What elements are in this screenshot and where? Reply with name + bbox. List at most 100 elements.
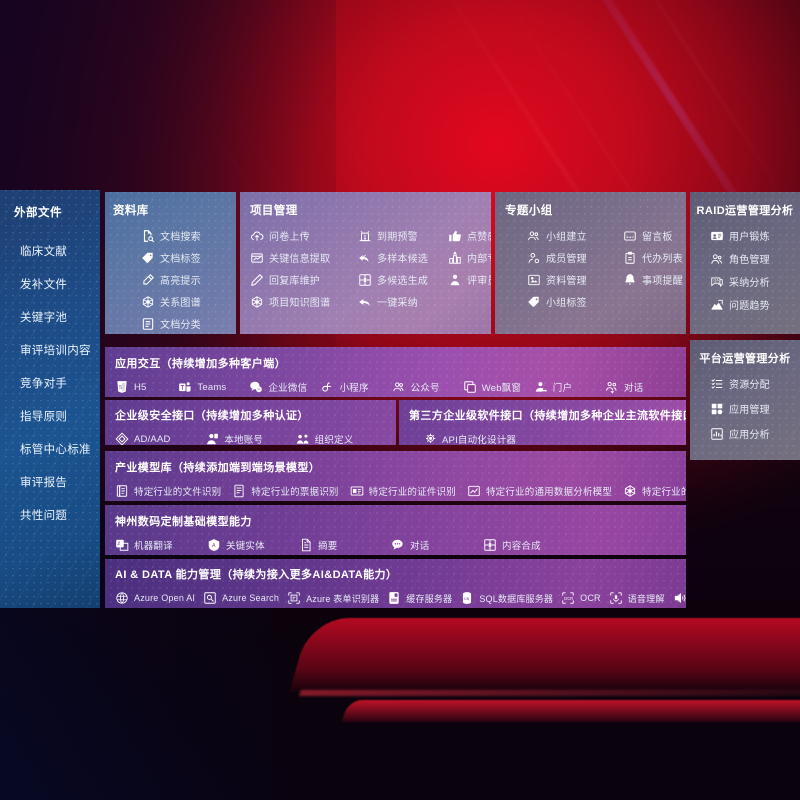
portal-icon	[534, 380, 548, 394]
row-app-interaction-items: 5 H5 Teams 企业微信 小程序 公众号 Web飘窗	[115, 380, 676, 394]
sidebar-item-clinical-literature[interactable]: 临床文献	[20, 245, 68, 258]
item-file-recognition[interactable]: 特定行业的文件识别	[115, 484, 221, 498]
item-app-management[interactable]: 应用管理	[710, 401, 794, 416]
item-api-designer[interactable]: API自动化设计器	[423, 432, 516, 445]
organization-icon	[296, 432, 310, 445]
item-reply-library-maintenance[interactable]: 回复库维护	[250, 272, 354, 287]
sidebar-item-review-training[interactable]: 审评培训内容	[20, 344, 91, 357]
item-data-analysis-model[interactable]: 特定行业的通用数据分析模型	[467, 484, 612, 498]
item-questionnaire-upload[interactable]: 问卷上传	[250, 228, 354, 243]
item-machine-translation[interactable]: A 机器翻译	[115, 538, 207, 552]
highlight-pen-icon	[141, 273, 155, 287]
cloud-upload-icon	[250, 229, 264, 243]
item-label: 文档标签	[160, 254, 201, 265]
item-expiry-alert[interactable]: 到期预警	[358, 228, 444, 243]
item-label: 组织定义	[314, 435, 354, 445]
data-analysis-icon	[467, 484, 481, 498]
svg-text:QA: QA	[714, 278, 720, 282]
item-key-entity[interactable]: A 关键实体	[207, 538, 299, 552]
item-highlight-hint[interactable]: 高亮提示	[141, 272, 228, 287]
row-app-interaction-title: 应用交互（持续增加多种客户端）	[115, 358, 286, 370]
item-form-recognizer[interactable]: Azure 表单识别器	[287, 591, 379, 605]
item-miniprogram[interactable]: 小程序	[321, 380, 392, 394]
user-card-icon	[710, 229, 724, 243]
item-material-management[interactable]: 资料管理	[527, 272, 619, 287]
item-one-click-adoption[interactable]: 一键采纳	[358, 294, 444, 309]
app-analytics-icon	[710, 427, 724, 441]
item-internal-expert-ranking[interactable]: 内部专家排名	[448, 250, 491, 265]
archive-icon	[527, 273, 541, 287]
panel-group-items: 小组建立 留言板 成员管理 代办列表 资料管理 事项提醒	[505, 228, 683, 309]
sidebar-item-keyword-pool[interactable]: 关键字池	[20, 311, 68, 324]
item-azure-search[interactable]: Azure Search	[203, 591, 279, 605]
item-sql-database-server[interactable]: DB SQL数据库服务器	[460, 591, 553, 605]
item-resource-allocation[interactable]: 资源分配	[710, 376, 794, 391]
row-industry-model-items: 特定行业的文件识别 特定行业的票据识别 特定行业的证件识别 特定行业的通用数据分…	[115, 484, 686, 498]
item-dialog-model[interactable]: 对话	[391, 538, 483, 552]
item-label: 应用分析	[729, 430, 770, 441]
item-role-management[interactable]: 角色管理	[710, 251, 794, 266]
ocr-icon: OCR	[561, 591, 575, 605]
panel-project-items: 问卷上传 到期预警 点赞感谢 关键信息提取 多样本候选 内部专家排名	[250, 228, 491, 309]
item-azure-openai[interactable]: Azure Open AI	[115, 591, 195, 605]
item-key-info-extraction[interactable]: 关键信息提取	[250, 250, 354, 265]
item-knowledge-graph-model[interactable]: 特定行业的通用知识图谱模型	[623, 484, 686, 498]
knowledge-graph-icon	[623, 484, 637, 498]
item-portal[interactable]: 门户	[534, 380, 605, 394]
item-member-management[interactable]: 成员管理	[527, 250, 619, 265]
item-ad-aad[interactable]: AD/AAD	[115, 432, 205, 445]
item-user-training[interactable]: 用户锻炼	[710, 228, 794, 243]
item-wecom[interactable]: 企业微信	[249, 380, 320, 394]
item-web-float-window[interactable]: Web飘窗	[463, 380, 534, 394]
item-summary[interactable]: 摘要	[299, 538, 391, 552]
item-label: 多候选生成	[377, 276, 428, 287]
item-document-tag[interactable]: 文档标签	[141, 250, 228, 265]
item-app-analytics[interactable]: 应用分析	[710, 426, 794, 441]
item-group-create[interactable]: 小组建立	[527, 228, 619, 243]
sql-database-icon: DB	[460, 591, 474, 605]
item-label: 留言板	[642, 232, 673, 243]
item-receipt-recognition[interactable]: 特定行业的票据识别	[232, 484, 338, 498]
sidebar-item-standards-center[interactable]: 标管中心标准	[20, 443, 91, 456]
item-message-board[interactable]: 留言板	[623, 228, 683, 243]
item-like-thanks[interactable]: 点赞感谢	[448, 228, 491, 243]
sidebar-title: 外部文件	[14, 207, 62, 219]
svg-text:OCR: OCR	[564, 596, 573, 601]
item-ocr[interactable]: OCR OCR	[561, 591, 601, 605]
item-label: SQL数据库服务器	[479, 593, 554, 604]
item-label: 特定行业的票据识别	[251, 487, 339, 498]
sidebar-item-competitors[interactable]: 竞争对手	[20, 377, 68, 390]
item-relation-graph[interactable]: 关系图谱	[141, 294, 228, 309]
item-id-card-recognition[interactable]: 特定行业的证件识别	[350, 484, 456, 498]
item-speech-understanding[interactable]: 语音理解	[609, 591, 665, 605]
sidebar-item-supplement-files[interactable]: 发补文件	[20, 278, 68, 291]
item-label: 项目知识图谱	[269, 298, 331, 309]
item-todo-list[interactable]: 代办列表	[623, 250, 683, 265]
row-security-items: AD/AAD 本地账号 组织定义	[115, 432, 386, 445]
item-document-category[interactable]: 文档分类	[141, 316, 228, 331]
item-multi-candidate-generation[interactable]: 多候选生成	[358, 272, 444, 287]
item-reviewer-profile[interactable]: 评审员画像	[448, 272, 491, 287]
item-teams[interactable]: Teams	[178, 380, 249, 394]
item-tts[interactable]: TTS	[673, 591, 686, 605]
item-project-knowledge-graph[interactable]: 项目知识图谱	[250, 294, 354, 309]
item-issue-trend[interactable]: 问题趋势	[710, 297, 794, 312]
item-document-search[interactable]: 文档搜索	[141, 228, 228, 243]
sidebar-item-review-report[interactable]: 审评报告	[20, 476, 68, 489]
item-official-account[interactable]: 公众号	[392, 380, 463, 394]
item-dialog[interactable]: 对话	[605, 380, 676, 394]
item-h5[interactable]: 5 H5	[115, 380, 178, 394]
sidebar-item-guidelines[interactable]: 指导原则	[20, 410, 68, 423]
item-adoption-analysis[interactable]: QA 采纳分析	[710, 274, 794, 289]
item-cache-server[interactable]: 缓存服务器	[387, 591, 452, 605]
item-local-account[interactable]: 本地账号	[205, 432, 295, 445]
item-organization-definition[interactable]: 组织定义	[296, 432, 386, 445]
item-label: AD/AAD	[134, 433, 171, 445]
item-group-tag[interactable]: 小组标签	[527, 294, 619, 309]
item-label: 多样本候选	[377, 254, 428, 265]
item-content-synthesis[interactable]: 内容合成	[483, 538, 575, 552]
item-event-reminder[interactable]: 事项提醒	[623, 272, 683, 287]
item-multi-sample-candidates[interactable]: 多样本候选	[358, 250, 444, 265]
sidebar-item-common-issues[interactable]: 共性问题	[20, 509, 68, 522]
translate-icon: A	[115, 538, 129, 552]
